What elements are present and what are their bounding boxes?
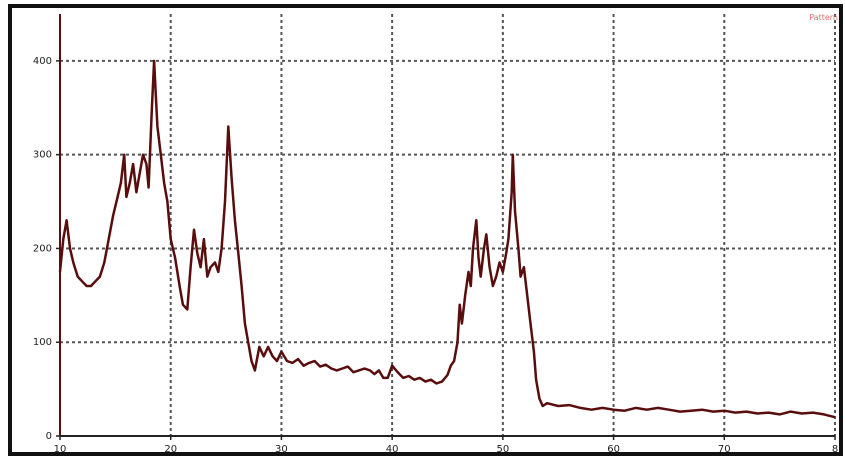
y-tick-label: 0 <box>46 431 52 442</box>
x-tick-label: 30 <box>275 444 288 455</box>
outer-border <box>8 4 843 456</box>
x-tick-label: 70 <box>718 444 731 455</box>
x-tick-label: 40 <box>386 444 399 455</box>
x-tick-label: 8 <box>832 444 838 455</box>
y-tick-label: 300 <box>33 150 52 161</box>
axes <box>59 14 835 437</box>
y-tick-label: 400 <box>33 56 52 67</box>
x-tick-label: 50 <box>496 444 509 455</box>
x-tick-label: 10 <box>54 444 67 455</box>
gridlines <box>60 14 836 436</box>
plot-area <box>8 4 843 456</box>
series-layer <box>58 59 836 419</box>
y-tick-label: 100 <box>33 337 52 348</box>
series-line-0 <box>58 59 836 419</box>
y-tick-label: 200 <box>33 243 52 254</box>
x-tick-label: 20 <box>164 444 177 455</box>
legend-label: Pattern <box>809 13 838 22</box>
x-tick-label: 60 <box>607 444 620 455</box>
plot-background <box>60 14 835 436</box>
